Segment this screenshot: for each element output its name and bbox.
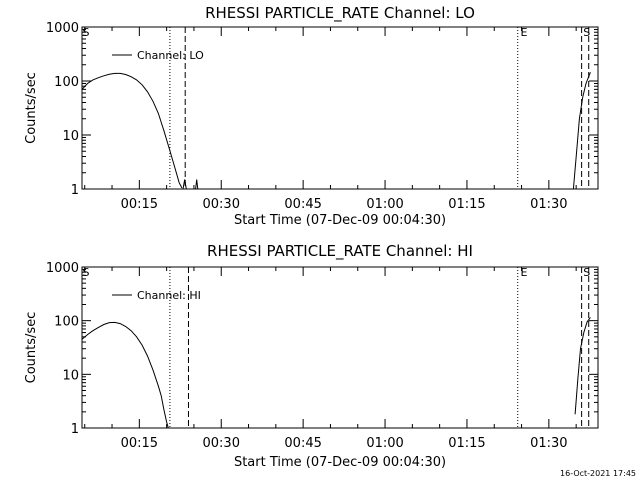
legend-label: Channel: HI bbox=[137, 289, 201, 302]
x-tick-label: 00:30 bbox=[203, 436, 240, 451]
edge-mark-label: S bbox=[83, 26, 90, 39]
y-axis-label: Counts/sec bbox=[24, 312, 39, 384]
x-tick-label: 01:15 bbox=[448, 197, 485, 212]
x-tick-label: 00:45 bbox=[284, 436, 321, 451]
x-tick-label: 00:30 bbox=[203, 197, 240, 212]
legend-label: Channel: LO bbox=[137, 49, 204, 62]
y-tick-label: 100 bbox=[54, 75, 79, 90]
edge-mark-label: S bbox=[83, 266, 90, 279]
x-tick-label: 01:15 bbox=[448, 436, 485, 451]
y-tick-label: 1000 bbox=[46, 261, 79, 276]
x-tick-label: 00:45 bbox=[284, 197, 321, 212]
y-axis-label: Counts/sec bbox=[24, 72, 39, 144]
x-tick-label: 01:30 bbox=[530, 197, 567, 212]
edge-mark-label: E bbox=[520, 266, 527, 279]
edge-mark-label: S bbox=[583, 26, 590, 39]
y-tick-label: 100 bbox=[54, 315, 79, 330]
x-axis-label: Start Time (07-Dec-09 00:04:30) bbox=[234, 455, 446, 470]
series-line-segment bbox=[82, 72, 183, 189]
chart-panel-2: RHESSI PARTICLE_RATE Channel: HI 1 10 100 10… bbox=[24, 242, 599, 470]
series-line-segment bbox=[195, 179, 199, 189]
chart-title: RHESSI PARTICLE_RATE Channel: LO bbox=[205, 4, 475, 23]
y-tick-label: 1000 bbox=[46, 21, 79, 36]
series-line-segment bbox=[82, 321, 169, 428]
x-tick-label: 01:00 bbox=[366, 436, 403, 451]
series-line-segment bbox=[572, 72, 591, 189]
plot-frame bbox=[81, 266, 599, 429]
series-line-segment bbox=[574, 317, 591, 415]
chart-title: RHESSI PARTICLE_RATE Channel: HI bbox=[207, 242, 473, 261]
x-tick-label: 00:15 bbox=[121, 436, 158, 451]
series-line-segment bbox=[182, 179, 187, 189]
chart-panel-1: RHESSI PARTICLE_RATE Channel: LO 1 10 100 10… bbox=[24, 4, 599, 228]
plot-frame bbox=[81, 26, 599, 190]
x-tick-label: 01:00 bbox=[366, 197, 403, 212]
x-tick-label: 01:30 bbox=[530, 436, 567, 451]
edge-mark-label: E bbox=[520, 26, 527, 39]
y-tick-label: 1 bbox=[71, 422, 79, 437]
edge-mark-label: S bbox=[583, 266, 590, 279]
x-tick-label: 00:15 bbox=[121, 197, 158, 212]
y-tick-label: 10 bbox=[62, 368, 79, 383]
x-axis-label: Start Time (07-Dec-09 00:04:30) bbox=[234, 213, 446, 228]
y-tick-label: 10 bbox=[62, 129, 79, 144]
y-tick-label: 1 bbox=[71, 183, 79, 198]
timestamp-label: 16-Oct-2021 17:45 bbox=[560, 469, 636, 478]
